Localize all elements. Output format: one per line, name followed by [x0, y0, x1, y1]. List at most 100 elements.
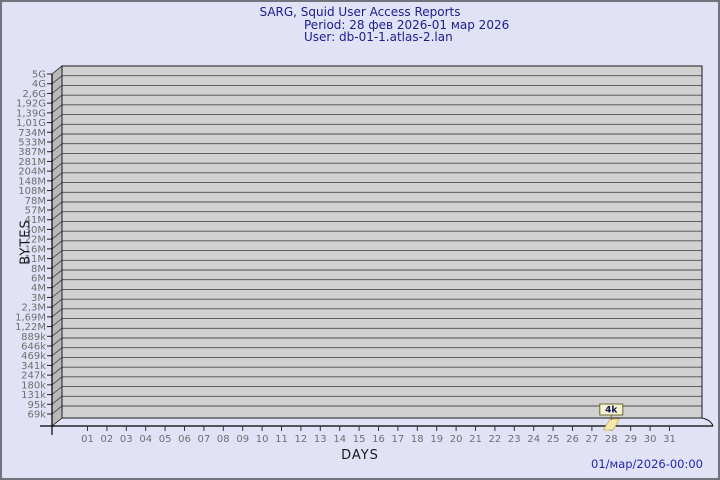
wall-diagonal	[51, 337, 63, 347]
wall-diagonal	[51, 347, 63, 357]
y-tick-label: 8M	[31, 264, 46, 275]
wall-diagonal	[51, 104, 63, 114]
x-tick-label: 07	[198, 434, 211, 445]
wall-diagonal	[51, 114, 63, 123]
wall-diagonal	[51, 376, 63, 386]
x-tick-label: 12	[295, 434, 308, 445]
x-axis-title: DAYS	[341, 448, 379, 463]
wall-diagonal	[51, 395, 63, 405]
x-tick-label: 21	[469, 434, 482, 445]
y-tick-label: 646k	[21, 342, 46, 353]
x-tick-label: 28	[605, 434, 618, 445]
annotation-value-label: 4k	[605, 406, 618, 416]
y-tick-label: 1,22M	[15, 322, 46, 333]
y-tick-label: 2,6G	[22, 89, 46, 100]
x-tick-label: 20	[450, 434, 463, 445]
generated-timestamp: 01/мар/2026-00:00	[591, 457, 703, 471]
wall-diagonal	[51, 289, 63, 298]
x-tick-label: 19	[430, 434, 443, 445]
y-tick-label: 4G	[32, 79, 46, 90]
wall-diagonal	[51, 240, 63, 250]
x-tick-label: 17	[392, 434, 405, 445]
wall-diagonal	[51, 133, 63, 143]
wall-diagonal	[51, 85, 63, 94]
y-tick-label: 78M	[25, 196, 46, 207]
y-tick-label: 204M	[18, 167, 46, 178]
y-tick-label: 889k	[21, 332, 46, 343]
y-tick-label: 469k	[21, 351, 46, 362]
y-tick-label: 734M	[18, 128, 46, 139]
wall-diagonal	[51, 172, 63, 182]
y-tick-label: 341k	[21, 361, 46, 372]
x-tick-label: 30	[644, 434, 657, 445]
y-tick-label: 4M	[31, 283, 46, 294]
y-axis-title: BYTES	[18, 219, 34, 265]
y-tick-label: 108M	[18, 186, 46, 197]
x-tick-label: 11	[275, 434, 288, 445]
x-tick-label: 13	[314, 434, 327, 445]
x-tick-label: 24	[527, 434, 540, 445]
y-tick-label: 3M	[31, 293, 46, 304]
x-tick-label: 01	[81, 434, 94, 445]
wall-diagonal	[51, 221, 63, 230]
y-tick-label: 95k	[27, 400, 46, 411]
y-tick-label: 281M	[18, 157, 46, 168]
y-tick-label: 57M	[25, 206, 46, 217]
wall-diagonal	[51, 259, 63, 269]
chart-plot-border	[61, 65, 703, 419]
wall-diagonal	[51, 75, 63, 85]
x-tick-label: 25	[547, 434, 560, 445]
y-tick-label: 41M	[25, 215, 46, 226]
x-tick-label: 08	[217, 434, 230, 445]
report-title: SARG, Squid User Access Reports	[259, 5, 461, 19]
wall-diagonal	[51, 94, 63, 104]
x-tick-label: 31	[663, 434, 676, 445]
y-tick-label: 69k	[27, 410, 46, 421]
floor-edge	[701, 417, 714, 427]
x-tick-label: 27	[586, 434, 599, 445]
y-tick-label: 2,3M	[21, 303, 46, 314]
wall-diagonal	[51, 182, 63, 191]
x-tick-label: 22	[489, 434, 502, 445]
x-tick-label: 10	[256, 434, 269, 445]
x-tick-label: 03	[120, 434, 133, 445]
x-tick-label: 23	[508, 434, 521, 445]
x-tick-label: 26	[566, 434, 579, 445]
y-tick-label: 387M	[18, 147, 46, 158]
y-tick-label: 247k	[21, 371, 46, 382]
wall-diagonal	[51, 357, 63, 366]
y-tick-label: 1,69M	[15, 312, 46, 323]
report-user: User: db-01-1.atlas-2.lan	[304, 30, 453, 44]
x-tick-label: 05	[159, 434, 172, 445]
wall-diagonal	[51, 279, 63, 289]
wall-diagonal	[51, 269, 63, 279]
wall-diagonal	[51, 308, 63, 318]
y-tick-label: 148M	[18, 176, 46, 187]
y-tick-label: 6M	[31, 274, 46, 285]
wall-diagonal	[51, 162, 63, 172]
y-tick-label: 180k	[21, 380, 46, 391]
data-bar-day28	[602, 418, 620, 431]
wall-diagonal	[51, 211, 63, 221]
wall-diagonal	[51, 386, 63, 395]
y-tick-label: 11M	[25, 254, 46, 265]
y-tick-label: 1,92G	[16, 99, 46, 110]
wall-diagonal	[51, 191, 63, 201]
wall-diagonal	[51, 143, 63, 153]
y-tick-label: 533M	[18, 138, 46, 149]
wall-diagonal	[51, 366, 63, 376]
wall-diagonal	[51, 201, 63, 211]
report-period: Period: 28 фев 2026-01 мар 2026	[304, 18, 510, 32]
wall-diagonal	[51, 65, 63, 75]
x-tick-label: 02	[101, 434, 114, 445]
wall-diagonal	[51, 230, 63, 240]
x-tick-label: 14	[333, 434, 346, 445]
x-tick-label: 09	[236, 434, 249, 445]
y-tick-label: 1,01G	[16, 118, 46, 129]
x-tick-label: 16	[372, 434, 385, 445]
y-tick-label: 22M	[25, 235, 46, 246]
y-tick-label: 131k	[21, 390, 46, 401]
x-tick-label: 18	[411, 434, 424, 445]
